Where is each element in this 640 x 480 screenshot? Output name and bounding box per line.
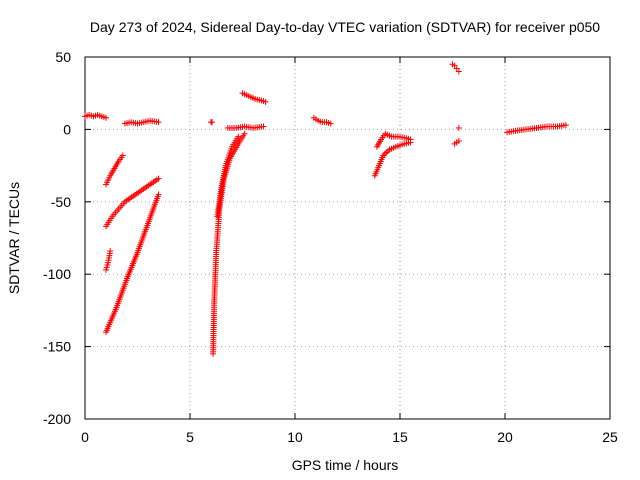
data-point	[155, 175, 162, 182]
data-point	[235, 133, 242, 140]
y-tick-label: 0	[63, 121, 71, 137]
y-tick-label: -150	[43, 339, 71, 355]
data-point	[103, 114, 109, 121]
axis-ticks: 0 5 10 15 20 25 -200 -150 -100 -50 0 50	[43, 49, 618, 445]
data-point	[407, 136, 414, 143]
x-axis-label: GPS time / hours	[292, 457, 399, 473]
x-tick-label: 0	[81, 429, 89, 445]
y-tick-label: -100	[43, 266, 71, 282]
data-point	[327, 120, 334, 127]
x-tick-label: 25	[602, 429, 618, 445]
y-tick-label: 50	[55, 49, 71, 65]
data-point	[260, 123, 267, 130]
y-tick-label: -50	[51, 194, 71, 210]
x-tick-label: 15	[392, 429, 408, 445]
y-tick-label: -200	[43, 411, 71, 427]
x-tick-label: 5	[186, 429, 194, 445]
y-axis-label: SDTVAR / TECUs	[6, 182, 22, 294]
data-points	[82, 61, 569, 357]
x-tick-label: 20	[497, 429, 513, 445]
data-point	[241, 130, 248, 137]
data-point	[455, 68, 462, 75]
data-point	[383, 149, 390, 156]
data-point	[455, 137, 462, 144]
chart-title: Day 273 of 2024, Sidereal Day-to-day VTE…	[90, 19, 600, 35]
data-point	[107, 248, 114, 255]
data-point	[455, 124, 462, 131]
x-tick-label: 10	[287, 429, 303, 445]
data-point	[119, 152, 126, 159]
data-point	[262, 98, 269, 105]
data-point	[155, 191, 162, 198]
data-point	[209, 119, 216, 126]
grid	[85, 57, 610, 419]
data-point	[155, 119, 162, 126]
plot-frame	[84, 56, 611, 420]
data-point	[562, 122, 569, 129]
